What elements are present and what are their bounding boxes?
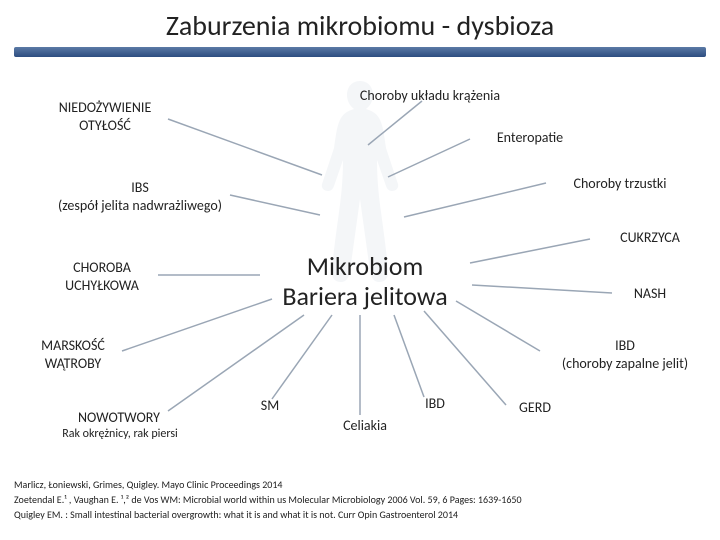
center-line1: Mikrobiom (307, 250, 423, 282)
reference-2: Zoetendal E.¹ , Vaughan E. ¹,² de Vos WM… (0, 492, 720, 507)
label-sm: SM (250, 397, 290, 415)
label-nowotwory: NOWOTWORY (54, 409, 184, 427)
title-underline-bar (14, 47, 705, 57)
diagram-stage: Mikrobiom Bariera jelitowa NIEDOŻYWIENIE… (0, 57, 720, 477)
label-nowotwory-subtitle: Rak okrężnicy, rak piersi (20, 427, 220, 442)
label-niedozywienie: NIEDOŻYWIENIE OTYŁOŚĆ (40, 99, 170, 134)
label-ibd-small: IBD (410, 395, 460, 413)
page-title: Zaburzenia mikrobiomu - dysbioza (0, 0, 720, 47)
label-choroby-trzustki: Choroby trzustki (540, 175, 700, 193)
label-cukrzyca: CUKRZYCA (590, 229, 710, 247)
label-marskosc: MARSKOŚĆ WĄTROBY (18, 337, 128, 372)
label-choroby-krazenia: Choroby układu krążenia (320, 87, 540, 105)
label-gerd: GERD (500, 399, 570, 417)
label-ibd-right: IBD (choroby zapalne jelit) (530, 337, 720, 372)
label-ibs: IBS (zespół jelita nadwrażliwego) (30, 179, 250, 214)
label-celiakia: Celiakia (320, 417, 410, 435)
label-nash: NASH (610, 285, 690, 303)
reference-1: Marlicz, Łoniewski, Grimes, Quigley. May… (0, 477, 720, 492)
label-choroba-uchylkowa: CHOROBA UCHYŁKOWA (42, 259, 162, 294)
center-line2: Bariera jelitowa (282, 280, 447, 312)
label-enteropatie: Enteropatie (460, 129, 600, 147)
center-concept-label: Mikrobiom Bariera jelitowa (255, 252, 475, 312)
reference-3: Quigley EM. : Small intestinal bacterial… (0, 507, 720, 522)
